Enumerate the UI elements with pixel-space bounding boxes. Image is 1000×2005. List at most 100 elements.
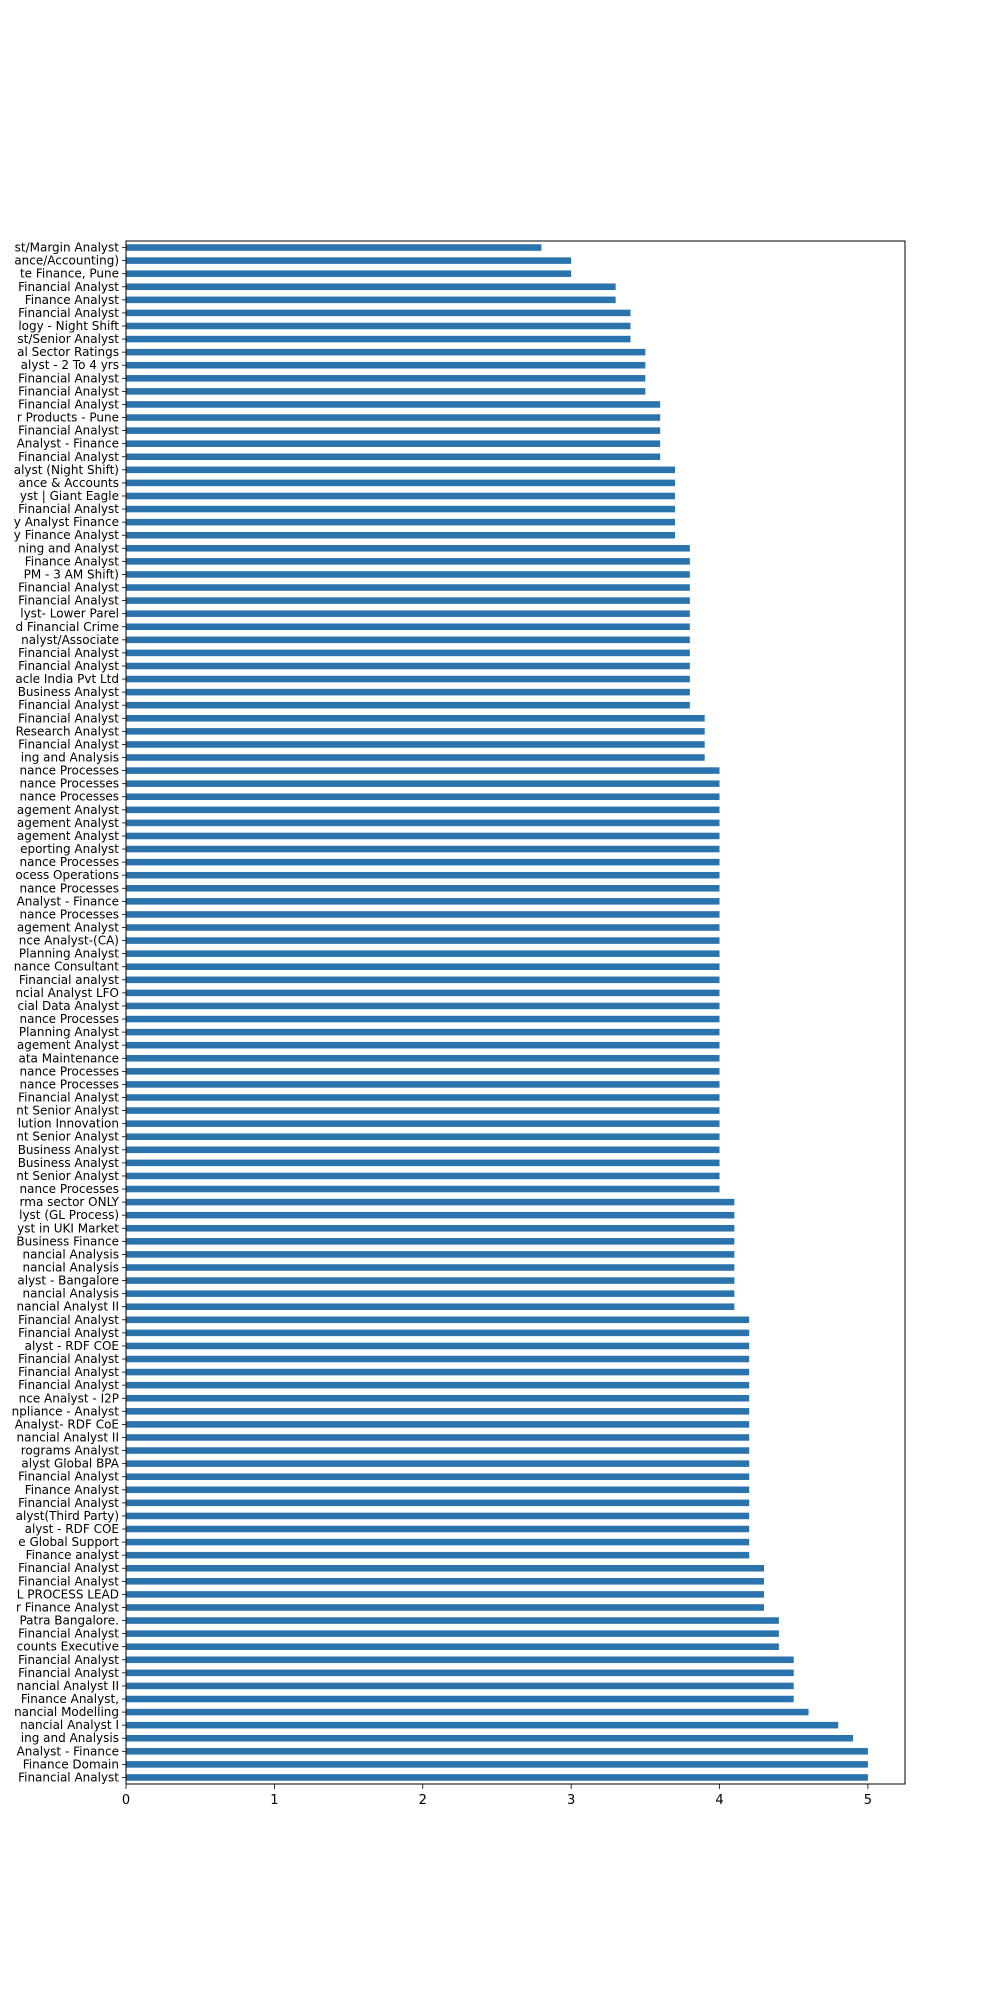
bar: [126, 1068, 720, 1075]
y-tick-label: Financial Analyst: [18, 1770, 119, 1784]
bar: [126, 1421, 750, 1428]
bar: [126, 1394, 750, 1402]
y-tick-label: Financial Analyst: [18, 424, 119, 438]
bar: [126, 1015, 720, 1023]
y-tick-label: st/Senior Analyst: [17, 332, 119, 346]
bar: [126, 1041, 720, 1049]
bar: [126, 780, 720, 787]
y-tick-label: Analyst- RDF CoE: [15, 1417, 119, 1431]
y-tick-label: nancial Analysis: [23, 1260, 119, 1274]
bar: [126, 1094, 720, 1101]
y-tick-label: Finance Analyst,: [21, 1692, 119, 1706]
bar: [126, 1211, 735, 1219]
bars-layer: [126, 244, 868, 1781]
bar: [126, 1748, 868, 1755]
bar: [126, 244, 542, 251]
y-tick-label: L PROCESS LEAD: [17, 1587, 119, 1601]
y-tick-label: Financial Analyst: [18, 1666, 119, 1680]
bar: [126, 1761, 868, 1768]
y-tick-label: Financial Analyst: [18, 581, 119, 595]
y-tick-label: Finance Analyst: [25, 293, 120, 307]
y-tick-label: alyst Global BPA: [21, 1457, 119, 1471]
bar: [126, 950, 720, 957]
bar: [126, 1669, 794, 1677]
bar: [126, 401, 661, 408]
bar: [126, 571, 690, 578]
y-tick-label: rograms Analyst: [21, 1444, 120, 1458]
bar: [126, 715, 705, 722]
bar: [126, 1447, 750, 1454]
y-tick-label: nancial Analyst II: [17, 1300, 119, 1314]
y-tick-label: alyst(Third Party): [16, 1509, 119, 1523]
y-tick-label: Financial analyst: [19, 973, 119, 987]
bar: [126, 819, 720, 827]
y-tick-label: agement Analyst: [17, 816, 119, 830]
bar: [126, 270, 572, 277]
y-tick-label: nancial Analyst II: [17, 1679, 119, 1693]
y-tick-label: Business Analyst: [18, 1156, 120, 1170]
y-tick-label: nance Processes: [19, 764, 119, 778]
bar: [126, 1355, 750, 1363]
bar: [126, 1682, 794, 1690]
bar: [126, 623, 690, 631]
bar: [126, 741, 705, 748]
y-tick-label: nance Processes: [19, 790, 119, 804]
x-tick-label: 2: [419, 1793, 427, 1808]
y-tick-label: agement Analyst: [17, 921, 119, 935]
bar: [126, 754, 705, 761]
bar: [126, 1617, 779, 1624]
y-tick-label: Financial Analyst: [18, 371, 119, 385]
bar: [126, 1591, 765, 1598]
bar: [126, 283, 616, 291]
bar: [126, 924, 720, 931]
bar: [126, 845, 720, 853]
y-tick-label: ning and Analyst: [18, 541, 119, 555]
bar: [126, 427, 661, 434]
y-tick-label: nce Analyst-(CA): [19, 934, 119, 948]
bar: [126, 989, 720, 997]
y-tick-label: lyst- Lower Parel: [20, 607, 119, 621]
y-tick-label: cial Data Analyst: [18, 999, 120, 1013]
y-tick-label: logy - Night Shift: [18, 319, 119, 333]
y-tick-label: PM - 3 AM Shift): [24, 567, 119, 581]
bar: [126, 1238, 735, 1245]
bar: [126, 1551, 750, 1559]
bar: [126, 976, 720, 984]
bar: [126, 479, 676, 487]
bar: [126, 1185, 720, 1193]
bar: [126, 963, 720, 971]
bar: [126, 1643, 779, 1650]
y-tick-label: counts Executive: [17, 1640, 119, 1654]
bar: [126, 728, 705, 735]
y-tick-label: nance Processes: [19, 1077, 119, 1091]
x-tick-label: 5: [864, 1793, 872, 1808]
bar: [126, 1120, 720, 1127]
y-tick-label: Patra Bangalore.: [19, 1614, 119, 1628]
y-tick-label: e Global Support: [18, 1535, 119, 1549]
y-tick-label: Business Analyst: [18, 685, 120, 699]
y-tick-label: agement Analyst: [17, 829, 119, 843]
bar: [126, 1604, 765, 1611]
bar: [126, 898, 720, 905]
y-tick-label: Business Analyst: [18, 1143, 120, 1157]
y-tick-label: Finance analyst: [26, 1548, 120, 1562]
y-tick-label: acle India Pvt Ltd: [15, 672, 119, 686]
bar: [126, 361, 646, 369]
bar: [126, 1708, 809, 1716]
y-tick-label: ance & Accounts: [18, 476, 119, 490]
bar: [126, 440, 661, 447]
y-tick-label: Finance Analyst: [25, 554, 120, 568]
y-tick-label: ocess Operations: [15, 868, 119, 882]
bar: [126, 858, 720, 866]
y-tick-label: d Financial Crime: [15, 620, 119, 634]
bar: [126, 1525, 750, 1533]
bar: [126, 1381, 750, 1389]
y-tick-label: Financial Analyst: [18, 698, 119, 712]
bar: [126, 1486, 750, 1494]
y-tick-label: Financial Analyst: [18, 1352, 119, 1366]
bar: [126, 1198, 735, 1206]
y-tick-label: Financial Analyst: [18, 1561, 119, 1575]
y-tick-label: ncial Analyst LFO: [16, 986, 119, 1000]
y-tick-label: Finance Analyst: [25, 1483, 120, 1497]
